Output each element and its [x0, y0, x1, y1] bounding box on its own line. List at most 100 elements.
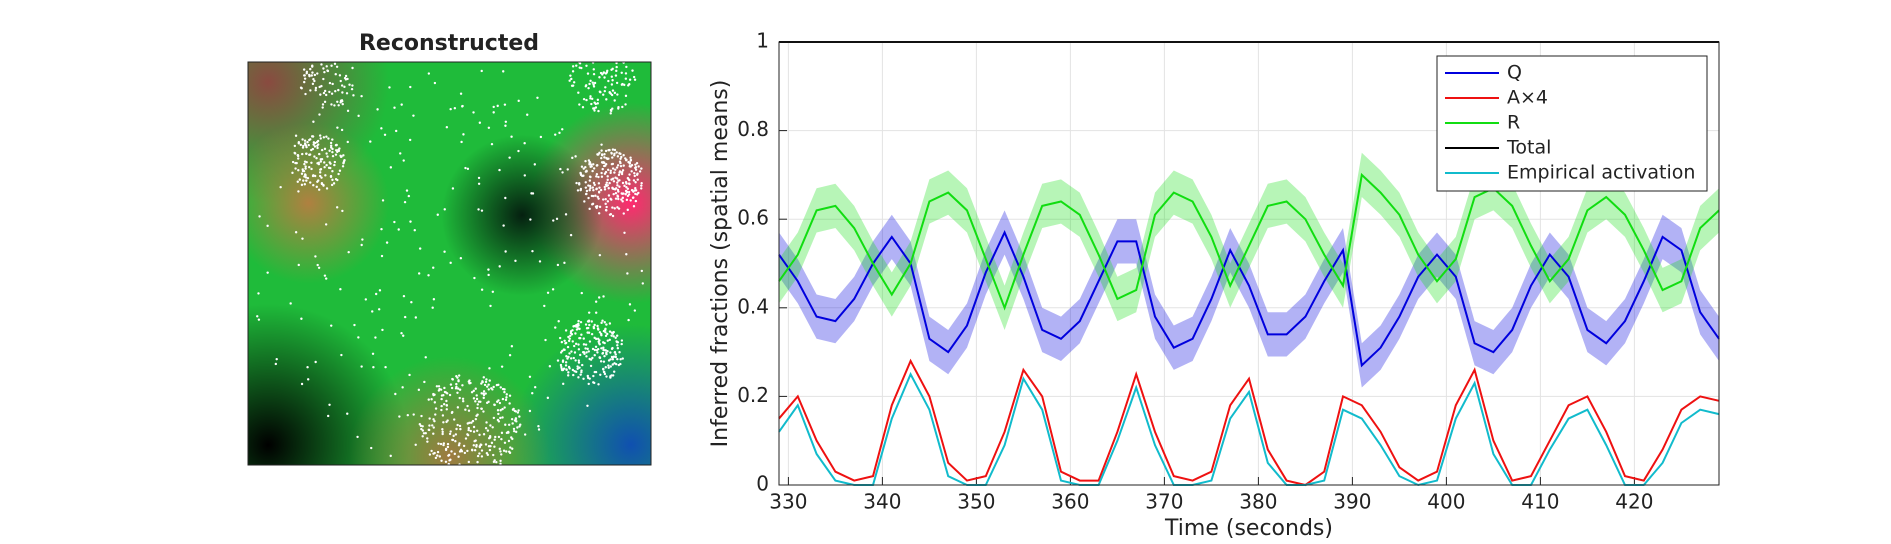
spike-dot — [533, 163, 537, 166]
spike-dot — [628, 165, 631, 168]
spike-dot — [588, 82, 591, 86]
spike-dot — [577, 91, 580, 94]
spike-dot — [296, 180, 299, 183]
spike-dot — [605, 323, 608, 326]
spike-dot — [612, 355, 616, 358]
spike-dot — [587, 319, 591, 322]
spike-dot — [604, 327, 607, 331]
spike-dot — [300, 382, 304, 386]
y-tick-label: 0.4 — [737, 294, 769, 318]
spike-dot — [511, 408, 515, 411]
spike-dot — [329, 141, 333, 145]
spike-dot — [485, 385, 489, 388]
spike-dot — [389, 454, 392, 458]
spike-dot — [511, 437, 514, 441]
spike-dot — [596, 102, 599, 105]
spike-dot — [458, 442, 461, 445]
spike-dot — [320, 148, 324, 152]
spike-dot — [346, 109, 350, 113]
spike-dot — [430, 449, 433, 453]
spike-dot — [561, 128, 564, 131]
spike-dot — [475, 394, 478, 397]
spike-dot — [517, 409, 520, 412]
spike-dot — [577, 343, 580, 346]
spike-dot — [579, 353, 582, 357]
spike-dot — [475, 414, 478, 418]
spike-dot — [499, 416, 502, 420]
spike-dot — [501, 407, 504, 411]
spike-dot — [300, 87, 303, 90]
spike-dot — [613, 350, 617, 354]
spike-dot — [593, 109, 596, 112]
spike-dot — [371, 310, 374, 313]
spike-dot — [577, 348, 581, 351]
spike-dot — [572, 356, 575, 360]
spike-dot — [578, 366, 581, 369]
spike-dot — [543, 304, 546, 308]
spike-dot — [604, 349, 607, 352]
spike-dot — [309, 89, 312, 92]
spike-dot — [552, 219, 555, 222]
spike-dot — [577, 359, 581, 362]
spike-dot — [293, 144, 297, 148]
spike-dot — [331, 178, 334, 182]
spike-dot — [350, 87, 354, 91]
spike-dot — [316, 139, 320, 143]
spike-dot — [320, 84, 323, 88]
spike-dot — [394, 392, 397, 396]
spike-dot — [592, 189, 595, 192]
spike-dot — [433, 401, 437, 404]
spike-dot — [493, 459, 496, 462]
spike-dot — [325, 135, 328, 138]
spike-dot — [427, 72, 431, 75]
spike-dot — [609, 365, 612, 368]
spike-dot — [523, 142, 526, 145]
spike-dot — [634, 192, 637, 196]
spike-dot — [585, 64, 588, 67]
spike-dot — [440, 459, 443, 462]
spike-dot — [297, 169, 300, 172]
spike-dot — [586, 72, 590, 75]
spike-dot — [436, 450, 440, 454]
spike-dot — [564, 213, 568, 216]
spike-dot — [597, 153, 600, 156]
spike-dot — [594, 337, 598, 341]
spike-dot — [320, 182, 324, 186]
spike-dot — [493, 438, 496, 441]
spike-dot — [590, 332, 594, 336]
spike-dot — [341, 209, 344, 213]
spike-dot — [289, 302, 292, 305]
spike-dot — [586, 347, 589, 351]
spike-dot — [588, 162, 591, 165]
spike-dot — [480, 407, 483, 410]
spike-dot — [597, 175, 600, 179]
spike-dot — [531, 391, 534, 395]
spike-dot — [641, 282, 644, 285]
spike-dot — [584, 323, 588, 326]
spike-dot — [591, 81, 594, 84]
spike-dot — [626, 272, 629, 275]
spike-dot — [610, 334, 613, 337]
spike-dot — [503, 103, 507, 106]
spike-dot — [256, 315, 259, 318]
spike-dot — [602, 160, 605, 164]
spike-dot — [313, 145, 317, 148]
spike-dot — [601, 351, 605, 355]
spike-dot — [304, 92, 307, 96]
spike-dot — [450, 450, 453, 453]
spike-dot — [451, 438, 455, 442]
spike-dot — [625, 65, 628, 69]
spike-dot — [456, 406, 460, 409]
spike-dot — [316, 180, 319, 183]
spike-dot — [340, 84, 344, 87]
spike-dot — [351, 84, 354, 87]
spike-dot — [462, 444, 466, 448]
spike-dot — [492, 111, 495, 114]
spike-dot — [301, 152, 304, 156]
spike-dot — [567, 339, 571, 343]
spike-dot — [303, 162, 306, 166]
spike-dot — [609, 169, 612, 172]
spike-dot — [608, 181, 611, 185]
spike-dot — [385, 241, 389, 244]
spike-dot — [456, 376, 459, 379]
